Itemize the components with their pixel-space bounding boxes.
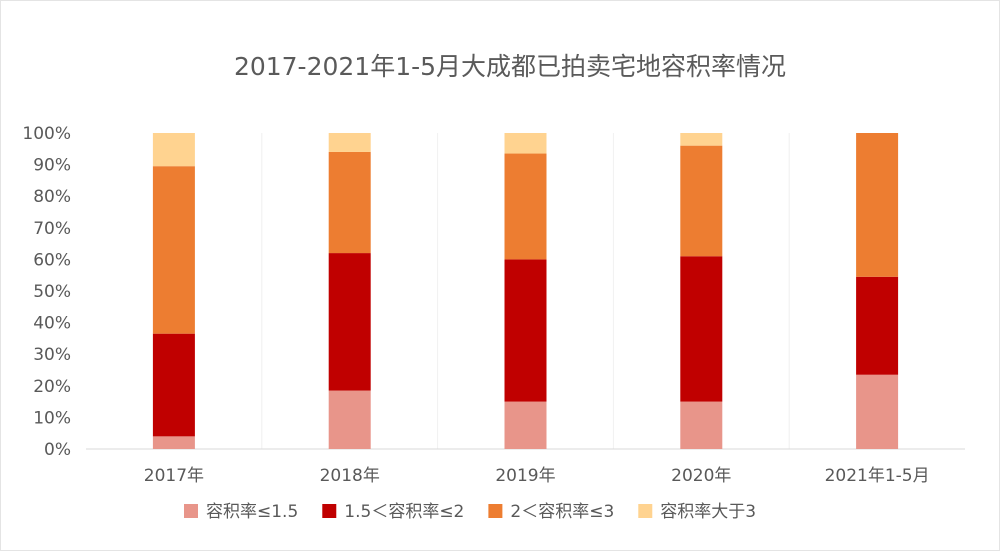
x-tick-label: 2018年 — [320, 466, 380, 486]
bar-segment — [328, 133, 371, 152]
y-tick-label: 80% — [33, 187, 71, 207]
legend-item: 容积率≤1.5 — [184, 502, 298, 522]
bar-segment — [856, 133, 899, 277]
x-tick-label: 2019年 — [495, 466, 555, 486]
y-tick-label: 90% — [33, 156, 71, 176]
y-tick-label: 100% — [22, 124, 71, 144]
legend-item: 2＜容积率≤3 — [488, 502, 614, 522]
bar-segment — [328, 253, 371, 391]
legend-item: 1.5＜容积率≤2 — [322, 502, 464, 522]
x-axis-ticks: 2017年 2018年 2019年 2020年 2021年1-5月 — [144, 466, 930, 486]
y-tick-label: 10% — [33, 408, 71, 428]
chart-title: 2017-2021年1-5月大成都已拍卖宅地容积率情况 — [234, 52, 786, 81]
legend-item: 容积率大于3 — [638, 502, 756, 522]
bar-segment — [504, 401, 547, 449]
x-tick-label: 2017年 — [144, 466, 204, 486]
legend-swatch — [488, 504, 503, 518]
bar-segment — [504, 133, 547, 154]
bar-segment — [152, 166, 195, 334]
legend-label: 容积率大于3 — [660, 502, 756, 522]
legend-swatch — [322, 504, 337, 518]
y-tick-label: 70% — [33, 219, 71, 239]
bars — [152, 133, 899, 449]
y-tick-label: 30% — [33, 345, 71, 365]
bar-segment — [856, 374, 899, 449]
y-tick-label: 40% — [33, 314, 71, 334]
legend-swatch — [638, 504, 653, 518]
bar-segment — [680, 133, 723, 146]
x-tick-label: 2021年1-5月 — [825, 466, 930, 486]
x-tick-label: 2020年 — [671, 466, 731, 486]
bar-segment — [680, 145, 723, 257]
bar-segment — [328, 390, 371, 449]
bar-segment — [152, 333, 195, 437]
legend-label: 1.5＜容积率≤2 — [344, 502, 464, 522]
y-tick-label: 50% — [33, 282, 71, 302]
legend: 容积率≤1.5 1.5＜容积率≤2 2＜容积率≤3 容积率大于3 — [184, 502, 756, 522]
bar-segment — [152, 133, 195, 167]
bar-segment — [680, 401, 723, 449]
bar-segment — [680, 256, 723, 402]
bar-segment — [504, 259, 547, 402]
bar-segment — [856, 276, 899, 375]
bar-segment — [152, 436, 195, 449]
bar-segment — [504, 153, 547, 260]
legend-label: 容积率≤1.5 — [206, 502, 298, 522]
bar-segment — [328, 151, 371, 254]
legend-label: 2＜容积率≤3 — [510, 502, 614, 522]
y-tick-label: 60% — [33, 250, 71, 270]
y-axis-ticks: 0% 10% 20% 30% 40% 50% 60% 70% 80% 90% 100% — [22, 124, 71, 460]
y-tick-label: 0% — [44, 440, 71, 460]
legend-swatch — [184, 504, 198, 518]
y-tick-label: 20% — [33, 377, 71, 397]
